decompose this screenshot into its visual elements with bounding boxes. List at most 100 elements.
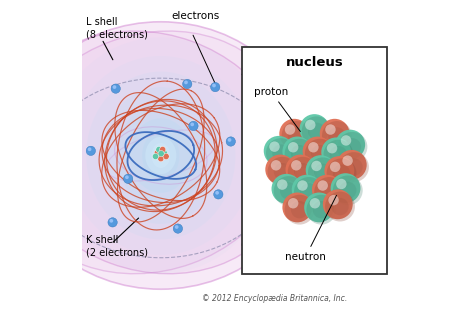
Circle shape bbox=[274, 163, 291, 180]
Circle shape bbox=[337, 150, 367, 180]
Circle shape bbox=[312, 175, 342, 205]
Circle shape bbox=[214, 190, 223, 199]
Ellipse shape bbox=[86, 72, 236, 239]
Circle shape bbox=[292, 175, 321, 205]
Circle shape bbox=[330, 146, 347, 163]
Circle shape bbox=[282, 121, 311, 151]
Circle shape bbox=[161, 150, 167, 156]
Circle shape bbox=[288, 157, 318, 187]
Ellipse shape bbox=[145, 137, 176, 174]
Circle shape bbox=[294, 177, 324, 207]
Circle shape bbox=[314, 164, 332, 181]
Circle shape bbox=[342, 156, 353, 166]
Circle shape bbox=[345, 158, 363, 176]
Circle shape bbox=[330, 162, 340, 172]
Circle shape bbox=[331, 198, 349, 215]
Circle shape bbox=[184, 81, 188, 84]
Circle shape bbox=[272, 144, 290, 162]
Circle shape bbox=[325, 124, 336, 135]
Text: L shell
(8 electrons): L shell (8 electrons) bbox=[86, 17, 148, 39]
Circle shape bbox=[277, 179, 288, 190]
Circle shape bbox=[163, 153, 169, 160]
Circle shape bbox=[339, 152, 369, 182]
Text: proton: proton bbox=[254, 87, 301, 132]
Circle shape bbox=[300, 114, 329, 144]
Circle shape bbox=[111, 84, 120, 93]
Ellipse shape bbox=[49, 37, 273, 274]
Circle shape bbox=[341, 135, 351, 146]
Circle shape bbox=[156, 146, 162, 153]
FancyBboxPatch shape bbox=[242, 47, 387, 274]
Circle shape bbox=[160, 146, 166, 153]
Circle shape bbox=[109, 219, 113, 223]
Text: neutron: neutron bbox=[285, 195, 337, 262]
Circle shape bbox=[285, 124, 295, 135]
Circle shape bbox=[267, 157, 297, 187]
Circle shape bbox=[314, 177, 344, 207]
Circle shape bbox=[280, 182, 297, 200]
Circle shape bbox=[191, 123, 194, 126]
Circle shape bbox=[226, 137, 236, 146]
Circle shape bbox=[302, 137, 332, 166]
Ellipse shape bbox=[152, 143, 170, 168]
Circle shape bbox=[88, 147, 91, 151]
Circle shape bbox=[302, 116, 332, 146]
Circle shape bbox=[344, 138, 361, 156]
Circle shape bbox=[324, 156, 354, 186]
Circle shape bbox=[294, 163, 311, 180]
Circle shape bbox=[210, 82, 220, 92]
Circle shape bbox=[175, 225, 179, 229]
Circle shape bbox=[265, 155, 295, 184]
Circle shape bbox=[323, 189, 353, 219]
Circle shape bbox=[124, 174, 133, 183]
Circle shape bbox=[215, 191, 219, 195]
Circle shape bbox=[327, 158, 356, 188]
Circle shape bbox=[158, 156, 164, 162]
Circle shape bbox=[333, 165, 350, 182]
Circle shape bbox=[325, 192, 355, 221]
Circle shape bbox=[330, 173, 360, 203]
Circle shape bbox=[328, 195, 339, 205]
Circle shape bbox=[310, 198, 320, 208]
Circle shape bbox=[306, 195, 336, 225]
Circle shape bbox=[328, 127, 346, 145]
Circle shape bbox=[339, 182, 356, 199]
Circle shape bbox=[283, 137, 312, 166]
Circle shape bbox=[324, 140, 354, 169]
Circle shape bbox=[320, 183, 338, 201]
Circle shape bbox=[320, 119, 350, 149]
Circle shape bbox=[288, 198, 298, 208]
Circle shape bbox=[322, 121, 352, 151]
Ellipse shape bbox=[142, 131, 180, 180]
Circle shape bbox=[182, 79, 192, 89]
Circle shape bbox=[333, 175, 363, 205]
Circle shape bbox=[300, 183, 318, 201]
Ellipse shape bbox=[67, 56, 254, 255]
Circle shape bbox=[311, 161, 322, 171]
Text: electrons: electrons bbox=[171, 11, 219, 21]
Circle shape bbox=[305, 120, 316, 130]
Circle shape bbox=[327, 143, 337, 153]
Ellipse shape bbox=[11, 31, 292, 274]
Circle shape bbox=[308, 142, 319, 152]
Ellipse shape bbox=[11, 22, 310, 289]
Circle shape bbox=[318, 180, 328, 191]
Circle shape bbox=[336, 179, 346, 189]
Circle shape bbox=[311, 145, 328, 162]
Circle shape bbox=[308, 157, 338, 187]
Circle shape bbox=[266, 138, 296, 168]
Circle shape bbox=[335, 130, 365, 160]
Circle shape bbox=[158, 151, 164, 157]
Text: K shell
(2 electrons): K shell (2 electrons) bbox=[86, 235, 148, 257]
Circle shape bbox=[291, 201, 308, 218]
Circle shape bbox=[154, 150, 161, 156]
Circle shape bbox=[285, 195, 315, 225]
Circle shape bbox=[288, 142, 298, 152]
Circle shape bbox=[272, 174, 301, 204]
Circle shape bbox=[304, 193, 334, 222]
Circle shape bbox=[291, 145, 308, 162]
Circle shape bbox=[189, 121, 198, 131]
Circle shape bbox=[313, 201, 330, 218]
Circle shape bbox=[283, 193, 312, 222]
Ellipse shape bbox=[11, 31, 292, 274]
